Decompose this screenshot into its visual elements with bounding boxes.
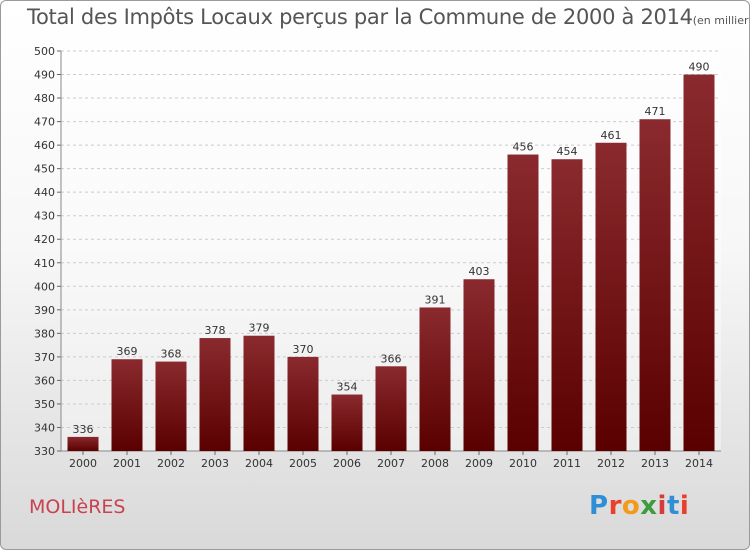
bar-value-label: 456 [513,141,534,154]
y-tick-label: 430 [34,210,55,223]
y-tick-label: 410 [34,257,55,270]
bar-value-label: 369 [117,345,138,358]
y-tick-label: 360 [34,374,55,387]
chart-title: Total des Impôts Locaux perçus par la Co… [27,5,693,29]
logo-letter: x [640,491,658,521]
bar [111,359,143,451]
bar [551,159,583,451]
y-tick-label: 440 [34,186,55,199]
x-tick-label: 2013 [641,457,669,470]
y-tick-label: 340 [34,421,55,434]
bar-value-label: 454 [557,145,578,158]
x-tick-label: 2010 [509,457,537,470]
y-tick-label: 480 [34,92,55,105]
bar [155,361,187,451]
bar-value-label: 461 [601,129,622,142]
bar [67,436,99,451]
unit-label: (en milliers d'€) [692,14,749,27]
y-tick-label: 500 [34,45,55,58]
y-tick-label: 370 [34,351,55,364]
bar-value-label: 379 [249,322,270,335]
logo-letter: P [589,491,609,521]
bar-value-label: 366 [381,352,402,365]
bar [639,119,671,451]
bar-value-label: 336 [73,423,94,436]
x-tick-label: 2003 [201,457,229,470]
commune-name: MOLIèRES [29,496,126,518]
y-tick-label: 490 [34,69,55,82]
x-tick-label: 2004 [245,457,273,470]
logo-letter: i [657,491,667,521]
logo-letter: o [621,491,641,521]
bar [683,74,715,451]
bar [375,366,407,451]
y-tick-label: 450 [34,163,55,176]
bar [595,142,627,451]
bar [243,335,275,451]
x-tick-label: 2001 [113,457,141,470]
bar-value-label: 391 [425,293,446,306]
y-tick-label: 470 [34,116,55,129]
y-tick-label: 350 [34,398,55,411]
bar-value-label: 378 [205,324,226,337]
bar-value-label: 354 [337,381,358,394]
y-tick-label: 330 [34,445,55,458]
x-tick-label: 2011 [553,457,581,470]
logo-letter: r [608,491,622,521]
bar [199,338,231,451]
y-tick-label: 400 [34,280,55,293]
bar-value-label: 368 [161,348,182,361]
x-tick-label: 2006 [333,457,361,470]
x-tick-label: 2014 [685,457,713,470]
x-tick-label: 2009 [465,457,493,470]
bar [287,356,319,451]
proxiti-logo: Proxiti [589,491,689,521]
bar-value-label: 403 [469,265,490,278]
bar [331,394,363,451]
bar-value-label: 490 [689,61,710,74]
x-tick-label: 2012 [597,457,625,470]
logo-letter: i [679,491,690,521]
bar [463,279,495,451]
chart-title-block: Total des Impôts Locaux perçus par la Co… [27,5,749,29]
y-tick-label: 420 [34,233,55,246]
bar [507,154,539,451]
x-tick-label: 2008 [421,457,449,470]
y-tick-label: 460 [34,139,55,152]
x-tick-label: 2005 [289,457,317,470]
x-tick-label: 2007 [377,457,405,470]
bar-value-label: 471 [645,105,666,118]
y-tick-label: 390 [34,304,55,317]
y-tick-label: 380 [34,327,55,340]
bar [419,307,451,451]
logo-letter: t [666,491,680,521]
bar-value-label: 370 [293,343,314,356]
x-tick-label: 2002 [157,457,185,470]
x-tick-label: 2000 [69,457,97,470]
